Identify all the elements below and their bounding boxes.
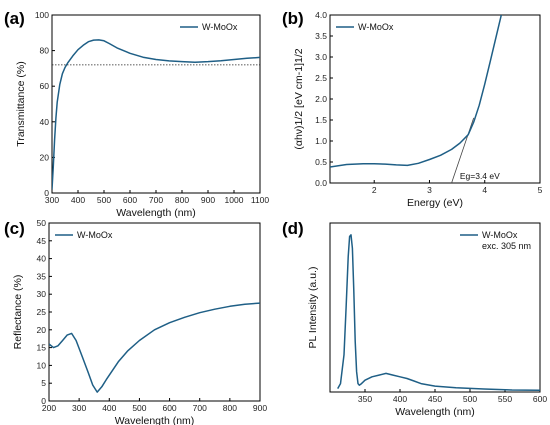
y-tick-label: 3.5 xyxy=(315,31,327,41)
annotation: Eg=3.4 eV xyxy=(460,171,500,181)
y-tick-label: 20 xyxy=(37,325,47,335)
plot-frame xyxy=(51,14,261,194)
panel-3: (c) 200 300 400 500 600 700 800 900 0 5 10 15 20 25 30 3… xyxy=(4,218,267,425)
x-tick-label: 500 xyxy=(463,394,477,404)
y-tick-label: 40 xyxy=(37,254,47,264)
x-tick-label: 400 xyxy=(393,394,407,404)
panel-label: (a) xyxy=(4,9,25,28)
legend: W-MoOx xyxy=(55,230,113,240)
legend-label: W-MoOx xyxy=(482,230,518,240)
legend-label: W-MoOx xyxy=(358,22,394,32)
panel-1: (a) 300 400 500 600 700 800 900 1000 1100 0 20 40 60 8… xyxy=(4,9,269,219)
x-tick-label: 900 xyxy=(253,403,267,413)
x-tick-label: 700 xyxy=(193,403,207,413)
x-tick-label: 550 xyxy=(498,394,512,404)
x-tick-label: 5 xyxy=(538,185,543,195)
y-tick-label: 0.0 xyxy=(315,178,327,188)
y-tick-label: 35 xyxy=(37,271,47,281)
x-tick-label: 500 xyxy=(132,403,146,413)
series-line xyxy=(49,302,260,393)
y-tick-label: 40 xyxy=(40,117,50,127)
panel-2: (b) 2 3 4 5 0.0 0.5 1.0 1.5 2.0 2.5 3.0 3.5 4.0 Energy… xyxy=(282,9,543,209)
x-tick-label: 300 xyxy=(45,195,59,205)
x-tick-label: 600 xyxy=(533,394,547,404)
series-line xyxy=(337,234,540,392)
y-tick-label: 25 xyxy=(37,307,47,317)
x-axis-label: Wavelength (nm) xyxy=(115,415,195,425)
x-tick-label: 400 xyxy=(102,403,116,413)
y-tick-label: 100 xyxy=(35,10,49,20)
x-tick-label: 700 xyxy=(149,195,163,205)
series-line xyxy=(330,15,503,168)
legend: W-MoOx xyxy=(336,22,394,32)
y-tick-label: 0 xyxy=(44,188,49,198)
x-axis-label: Wavelength (nm) xyxy=(116,207,196,219)
x-tick-label: 200 xyxy=(42,403,56,413)
x-tick-label: 1100 xyxy=(251,195,270,205)
x-tick-label: 4 xyxy=(482,185,487,195)
y-axis-label: (αhν)1/2 [eV cm-1]1/2 xyxy=(293,48,305,149)
legend-label: W-MoOx xyxy=(77,230,113,240)
y-axis-label: Reflectance (%) xyxy=(12,275,24,350)
y-tick-label: 4.0 xyxy=(315,10,327,20)
y-tick-label: 10 xyxy=(37,360,47,370)
y-tick-label: 45 xyxy=(37,236,47,246)
x-tick-label: 350 xyxy=(358,394,372,404)
x-tick-label: 600 xyxy=(123,195,137,205)
y-tick-label: 60 xyxy=(40,81,50,91)
x-tick-label: 900 xyxy=(201,195,215,205)
x-tick-label: 2 xyxy=(372,185,377,195)
series-line xyxy=(52,39,260,190)
y-tick-label: 0 xyxy=(41,396,46,406)
y-tick-label: 50 xyxy=(37,218,47,228)
y-tick-label: 20 xyxy=(40,152,50,162)
y-tick-label: 2.5 xyxy=(315,73,327,83)
panel-label: (d) xyxy=(282,219,304,238)
legend: W-MoOx xyxy=(180,22,238,32)
x-axis-label: Wavelength (nm) xyxy=(395,406,475,418)
x-tick-label: 500 xyxy=(97,195,111,205)
x-axis-label: Energy (eV) xyxy=(407,197,463,209)
x-tick-label: 450 xyxy=(428,394,442,404)
y-tick-label: 3.0 xyxy=(315,52,327,62)
plot-frame xyxy=(48,222,261,402)
x-tick-label: 3 xyxy=(427,185,432,195)
y-tick-label: 30 xyxy=(37,289,47,299)
panel-label: (b) xyxy=(282,9,304,28)
panel-4: (d) 350 400 450 500 550 600 Wavelength (nm) PL I… xyxy=(282,219,547,418)
y-tick-label: 80 xyxy=(40,46,50,56)
y-axis-label: PL Intensity (a.u.) xyxy=(307,267,319,349)
x-tick-label: 1000 xyxy=(225,195,244,205)
y-tick-label: 1.0 xyxy=(315,136,327,146)
y-axis-label: Transmittance (%) xyxy=(15,61,27,146)
x-tick-label: 800 xyxy=(223,403,237,413)
x-tick-label: 600 xyxy=(162,403,176,413)
y-tick-label: 15 xyxy=(37,343,47,353)
x-tick-label: 400 xyxy=(71,195,85,205)
y-tick-label: 2.0 xyxy=(315,94,327,104)
y-tick-label: 0.5 xyxy=(315,157,327,167)
x-tick-label: 800 xyxy=(175,195,189,205)
y-tick-label: 1.5 xyxy=(315,115,327,125)
y-tick-label: 5 xyxy=(41,378,46,388)
legend-note: exc. 305 nm xyxy=(482,241,531,251)
legend-label: W-MoOx xyxy=(202,22,238,32)
panel-label: (c) xyxy=(4,219,25,238)
x-tick-label: 300 xyxy=(72,403,86,413)
